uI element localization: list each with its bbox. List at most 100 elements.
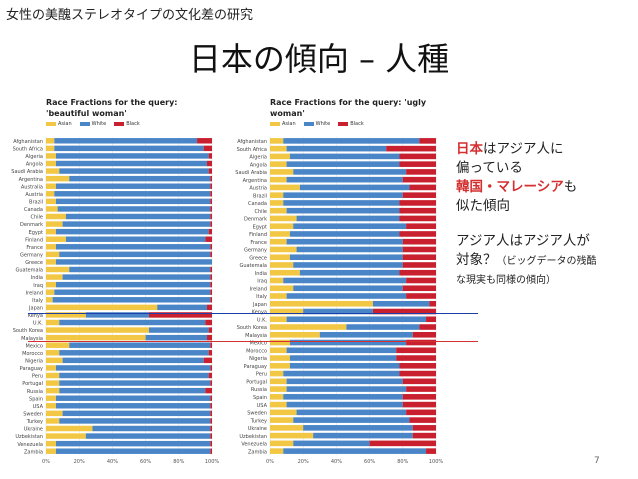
- bar-segment-asian: [46, 191, 55, 197]
- bar-segment-asian: [46, 410, 63, 417]
- bar-segment-asian: [270, 401, 287, 408]
- bar-segment-asian: [46, 168, 60, 174]
- category-label: South Africa: [13, 146, 43, 152]
- bar-segment-black: [197, 138, 212, 144]
- legend-white: White: [79, 121, 106, 127]
- bar-segment-asian: [270, 246, 297, 253]
- bar-segment-white: [293, 440, 370, 447]
- x-tick-label: 20%: [74, 459, 85, 465]
- bar-segment-black: [208, 228, 212, 235]
- annotation-line: 日本はアジア人に: [456, 141, 564, 157]
- bar-segment-black: [412, 331, 436, 338]
- bar-segment-black: [210, 274, 212, 280]
- bar-segment-black: [205, 236, 212, 242]
- bar-segment-black: [203, 145, 212, 152]
- bar-segment-asian: [270, 176, 287, 183]
- chart-legend: Asian White Black: [270, 121, 364, 127]
- bar-segment-black: [406, 386, 436, 392]
- category-label: Afghanistan: [13, 139, 43, 145]
- bar-segment-white: [283, 370, 400, 377]
- bar-segment-asian: [46, 425, 93, 432]
- bar-segment-black: [399, 215, 436, 222]
- category-label: Japan: [28, 305, 43, 311]
- bar-segment-asian: [270, 440, 294, 447]
- bar-segment-white: [55, 160, 208, 167]
- bar-segment-white: [289, 339, 407, 346]
- category-label: Guatemala: [239, 263, 267, 269]
- bar-segment-black: [210, 191, 212, 197]
- category-label: Guatemala: [15, 268, 43, 274]
- highlight-line-blue: [28, 313, 478, 314]
- legend-white: White: [303, 121, 330, 127]
- bar-segment-white: [59, 418, 211, 424]
- chart-title: Race Fractions for the query: 'beautiful…: [46, 98, 178, 118]
- bar-segment-white: [59, 380, 211, 386]
- bar-segment-black: [210, 433, 212, 439]
- bar-segment-asian: [270, 277, 284, 284]
- bar-segment-white: [286, 176, 403, 183]
- category-label: Mexico: [250, 341, 267, 347]
- bar-segment-asian: [46, 281, 56, 288]
- bar-segment-black: [399, 231, 436, 237]
- bar-segment-black: [208, 350, 212, 356]
- bar-segment-white: [283, 192, 403, 198]
- bar-segment-white: [296, 409, 407, 416]
- slide-header: 女性の美醜ステレオタイプの文化差の研究: [6, 8, 254, 23]
- bar-segment-black: [426, 316, 436, 323]
- category-label: Iraq: [257, 279, 267, 285]
- bar-segment-asian: [46, 433, 86, 439]
- bar-segment-asian: [270, 386, 287, 392]
- bar-segment-white: [303, 425, 413, 431]
- bar-segment-black: [406, 339, 436, 346]
- chart-beautiful-woman: Race Fractions for the query: 'beautiful…: [11, 97, 220, 473]
- bar-segment-asian: [270, 262, 294, 268]
- bar-segment-asian: [270, 192, 284, 198]
- bar-segment-white: [65, 236, 206, 242]
- bar-segment-white: [286, 386, 407, 392]
- category-label: Greece: [25, 260, 43, 266]
- bar-segment-black: [402, 394, 436, 400]
- bar-segment-asian: [270, 448, 284, 454]
- category-label: U.K.: [33, 321, 44, 327]
- bar-segment-black: [210, 175, 212, 182]
- category-label: Finland: [249, 232, 267, 238]
- bar-segment-white: [286, 401, 403, 408]
- bar-segment-white: [55, 448, 211, 454]
- category-label: Peru: [256, 372, 267, 378]
- bar-segment-black: [207, 334, 212, 341]
- category-label: Japan: [252, 302, 267, 308]
- bar-segment-black: [406, 293, 436, 299]
- bar-segment-black: [210, 342, 212, 348]
- category-label: Portugal: [22, 381, 43, 387]
- bar-segment-asian: [46, 350, 60, 356]
- legend-asian: Asian: [270, 121, 296, 127]
- bar-segment-asian: [270, 378, 287, 385]
- bar-segment-white: [299, 184, 410, 191]
- legend-black: Black: [338, 121, 364, 127]
- chart-legend: Asian White Black: [46, 121, 140, 127]
- category-label: Sweden: [247, 411, 267, 417]
- bar-segment-white: [69, 342, 211, 348]
- bar-segment-white: [55, 198, 211, 205]
- bar-segment-white: [55, 259, 213, 265]
- bar-segment-white: [289, 231, 400, 237]
- bar-segment-white: [59, 372, 209, 379]
- category-label: Uzbekistan: [15, 434, 43, 440]
- bar-segment-black: [419, 324, 436, 330]
- category-label: Brazil: [29, 199, 43, 205]
- bar-segment-white: [289, 363, 400, 369]
- bar-segment-black: [406, 169, 436, 175]
- bar-segment-black: [399, 161, 436, 167]
- bar-segment-black: [396, 355, 436, 361]
- bar-segment-asian: [46, 395, 56, 401]
- category-label: Ireland: [26, 290, 43, 296]
- bar-segment-white: [85, 433, 211, 439]
- bar-segment-asian: [270, 231, 290, 237]
- bar-segment-asian: [46, 403, 56, 409]
- bar-segment-black: [210, 425, 212, 432]
- bar-segment-black: [203, 357, 212, 364]
- bar-segment-asian: [270, 355, 290, 361]
- category-label: Argentina: [19, 177, 43, 183]
- bar-segment-asian: [270, 153, 290, 160]
